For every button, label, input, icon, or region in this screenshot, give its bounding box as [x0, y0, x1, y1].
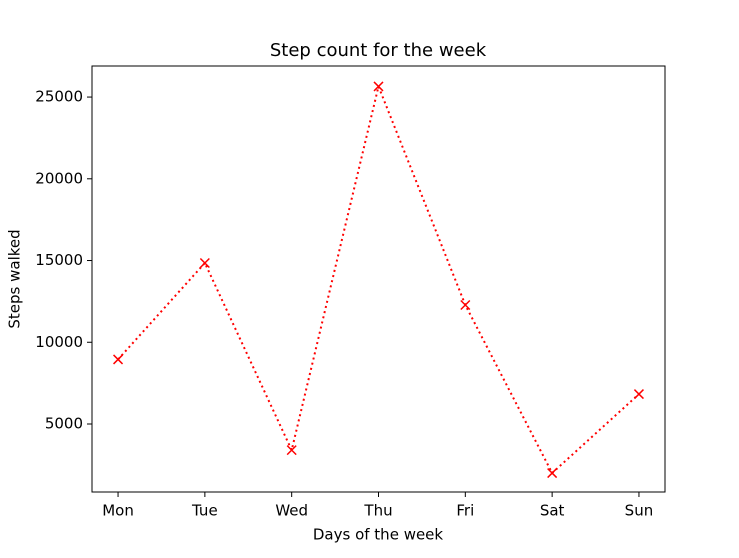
y-tick-label: 20000 — [35, 169, 83, 187]
x-tick-label: Mon — [102, 502, 134, 520]
data-marker — [460, 299, 471, 311]
data-marker — [633, 389, 644, 400]
y-tick-label: 15000 — [35, 251, 83, 269]
y-tick-label: 10000 — [35, 333, 83, 351]
x-axis-label: Days of the week — [313, 526, 444, 544]
x-tick-label: Fri — [456, 502, 474, 520]
data-marker — [113, 354, 124, 365]
data-marker — [373, 81, 384, 92]
x-tick-label: Tue — [191, 502, 218, 520]
plot-frame — [91, 65, 666, 493]
data-marker — [199, 257, 210, 269]
data-marker — [286, 445, 297, 456]
data-marker — [547, 468, 558, 479]
x-tick-label: Sun — [625, 502, 654, 520]
x-tick-label: Thu — [363, 502, 392, 520]
y-tick-label: 25000 — [35, 88, 83, 106]
x-tick-label: Sat — [540, 502, 565, 520]
y-axis-label: Steps walked — [6, 229, 24, 328]
chart-title: Step count for the week — [270, 40, 487, 61]
data-line — [117, 83, 640, 475]
x-tick-label: Wed — [275, 502, 308, 520]
y-tick-label: 5000 — [45, 414, 83, 432]
